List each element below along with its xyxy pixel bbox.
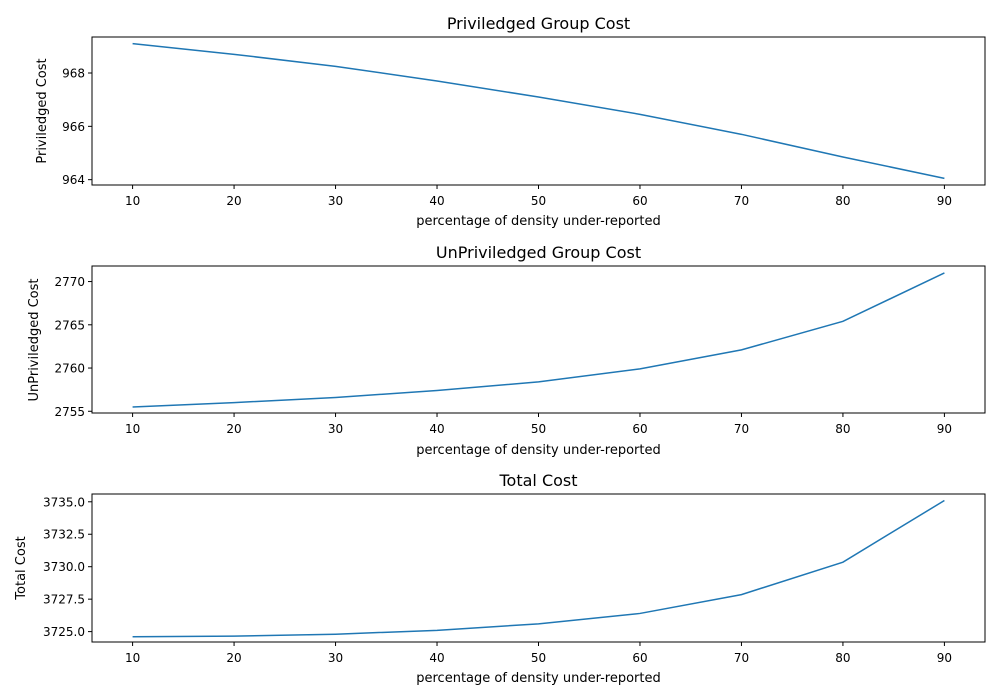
x-axis-label: percentage of density under-reported — [416, 443, 661, 458]
series-line — [132, 42, 945, 180]
subplot-priviledged-cost: Priviledged Group Cost 10 20 30 40 50 60 70 80 9… — [35, 14, 986, 229]
x-tick-label: 60 — [632, 422, 647, 436]
plot-marks — [132, 42, 945, 180]
x-tick-label: 80 — [835, 422, 850, 436]
x-axis-label: percentage of density under-reported — [416, 671, 661, 686]
x-tick-label: 70 — [734, 651, 749, 665]
y-tick-label: 3732.5 — [43, 528, 85, 542]
x-tick-label: 90 — [937, 194, 952, 208]
y-tick-label: 2755 — [54, 405, 85, 419]
x-tick-label: 50 — [531, 651, 546, 665]
x-tick-label: 70 — [734, 194, 749, 208]
x-tick-label: 20 — [226, 651, 241, 665]
x-tick-label: 80 — [835, 651, 850, 665]
x-tick-label: 60 — [632, 194, 647, 208]
plot-frame — [91, 265, 986, 414]
x-tick-label: 10 — [125, 651, 140, 665]
y-tick-label: 968 — [62, 67, 85, 81]
x-tick-label: 50 — [531, 194, 546, 208]
plot-marks — [132, 499, 945, 638]
subplot-total-cost: Total Cost 10 20 30 40 50 60 70 80 90 3725.0 3727… — [14, 471, 986, 686]
x-tick-label: 10 — [125, 422, 140, 436]
x-tick-label: 40 — [429, 194, 444, 208]
y-tick-label: 2765 — [54, 318, 85, 332]
series-line — [132, 272, 945, 408]
y-axis-ticks: 2755 2760 2765 2770 — [54, 275, 92, 419]
x-tick-label: 70 — [734, 422, 749, 436]
y-tick-label: 3735.0 — [43, 495, 85, 509]
plot-marks — [132, 272, 945, 408]
y-tick-label: 964 — [62, 173, 85, 187]
y-axis-label: Priviledged Cost — [35, 58, 50, 163]
x-tick-label: 10 — [125, 194, 140, 208]
x-axis-ticks: 10 20 30 40 50 60 70 80 90 — [125, 642, 952, 665]
x-tick-label: 90 — [937, 651, 952, 665]
x-tick-label: 40 — [429, 422, 444, 436]
chart-title: Total Cost — [498, 471, 577, 490]
x-axis-ticks: 10 20 30 40 50 60 70 80 90 — [125, 413, 952, 436]
y-axis-ticks: 964 966 968 — [62, 67, 92, 187]
x-tick-label: 50 — [531, 422, 546, 436]
y-axis-label: UnPriviledged Cost — [27, 278, 42, 401]
x-axis-label: percentage of density under-reported — [416, 214, 661, 229]
x-axis-ticks: 10 20 30 40 50 60 70 80 90 — [125, 185, 952, 208]
chart-title: UnPriviledged Group Cost — [436, 243, 641, 262]
series-line — [132, 499, 945, 638]
y-axis-label: Total Cost — [14, 536, 29, 600]
x-tick-label: 60 — [632, 651, 647, 665]
chart-title: Priviledged Group Cost — [447, 14, 630, 33]
x-tick-label: 20 — [226, 194, 241, 208]
y-tick-label: 3730.0 — [43, 560, 85, 574]
y-axis-ticks: 3725.0 3727.5 3730.0 3732.5 3735.0 — [43, 495, 92, 639]
y-tick-label: 2760 — [54, 362, 85, 376]
x-tick-label: 30 — [328, 194, 343, 208]
y-tick-label: 3727.5 — [43, 593, 85, 607]
y-tick-label: 3725.0 — [43, 625, 85, 639]
x-tick-label: 30 — [328, 651, 343, 665]
plot-frame — [91, 493, 986, 643]
y-tick-label: 966 — [62, 120, 85, 134]
x-tick-label: 30 — [328, 422, 343, 436]
x-tick-label: 20 — [226, 422, 241, 436]
x-tick-label: 40 — [429, 651, 444, 665]
subplot-unpriviledged-cost: UnPriviledged Group Cost 10 20 30 40 50 60 70 8… — [27, 243, 986, 458]
y-tick-label: 2770 — [54, 275, 85, 289]
plot-frame — [91, 36, 986, 186]
x-tick-label: 80 — [835, 194, 850, 208]
x-tick-label: 90 — [937, 422, 952, 436]
